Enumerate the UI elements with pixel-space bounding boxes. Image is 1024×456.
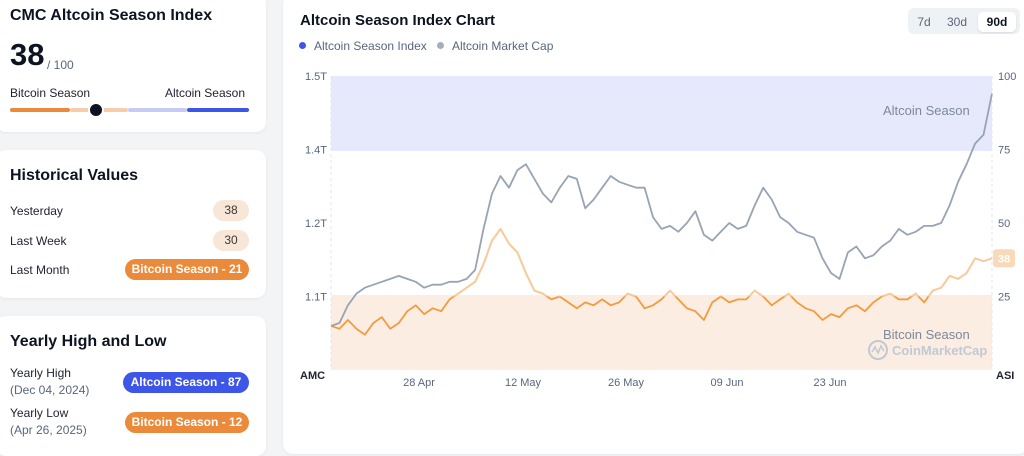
current-value-badge: 38 <box>998 253 1010 265</box>
bitcoin-season-zone-label: Bitcoin Season <box>883 327 970 342</box>
right-axis-name: ASI <box>996 370 1014 382</box>
right-axis-tick: 100 <box>998 71 1016 83</box>
gauge-segment-alt-light <box>128 108 187 112</box>
hist-label-yesterday: Yesterday <box>10 204 63 218</box>
legend-dot-index <box>299 42 306 49</box>
historical-title: Historical Values <box>10 167 139 184</box>
yearly-high-value: Altcoin Season - 87 <box>123 372 249 393</box>
yearly-low-date: (Apr 26, 2025) <box>10 423 87 437</box>
tab-90d[interactable]: 90d <box>978 12 1016 32</box>
gauge-segment-alt <box>187 108 249 112</box>
hist-value-last-month: Bitcoin Season - 21 <box>125 259 249 280</box>
x-axis-tick: 26 May <box>608 377 645 389</box>
right-axis-tick: 25 <box>998 292 1010 304</box>
chart-title: Altcoin Season Index Chart <box>300 12 496 29</box>
index-value: 38 <box>10 37 45 72</box>
hist-label-last-week: Last Week <box>10 234 67 248</box>
chart-plot: Altcoin Season Bitcoin Season CoinMarket… <box>300 71 1016 389</box>
index-card-title: CMC Altcoin Season Index <box>10 7 213 24</box>
coinmarketcap-logo-icon <box>868 340 888 360</box>
gauge-indicator <box>88 102 104 118</box>
altcoin-season-zone <box>331 76 992 151</box>
series-altcoin-season-index <box>330 227 993 336</box>
yearly-high-date: (Dec 04, 2024) <box>10 383 90 397</box>
yearly-low-value: Bitcoin Season - 12 <box>125 412 249 433</box>
legend-index-label: Altcoin Season Index <box>314 39 427 53</box>
series-line <box>330 93 993 327</box>
left-axis-name: AMC <box>300 370 325 382</box>
series-altcoin-market-cap <box>330 93 993 327</box>
gauge-segment-btc <box>10 108 70 112</box>
hist-value-yesterday: 38 <box>213 200 249 221</box>
x-axis-tick: 23 Jun <box>813 377 846 389</box>
right-axis-tick: 75 <box>998 145 1010 157</box>
index-denominator: / 100 <box>47 58 74 72</box>
historical-card: Historical Values Yesterday 38 Last Week… <box>0 150 266 298</box>
chart-card: Altcoin Season Index Chart 7d 30d 90d Al… <box>283 0 1024 454</box>
legend-dot-mcap <box>437 42 444 49</box>
left-axis-tick: 1.4T <box>305 145 327 157</box>
left-axis-tick: 1.1T <box>305 292 327 304</box>
yearly-high-label: Yearly High <box>10 366 71 380</box>
x-axis-tick: 09 Jun <box>710 377 743 389</box>
right-axis-tick: 50 <box>998 218 1010 230</box>
x-axis-tick: 12 May <box>505 377 542 389</box>
hist-value-last-week: 30 <box>213 230 249 251</box>
legend-index[interactable]: Altcoin Season Index <box>299 39 427 53</box>
tab-30d[interactable]: 30d <box>946 15 968 29</box>
yearly-low-label: Yearly Low <box>10 406 69 420</box>
altcoin-season-label: Altcoin Season <box>164 86 245 100</box>
altcoin-season-zone-label: Altcoin Season <box>883 103 970 118</box>
tab-7d[interactable]: 7d <box>917 15 931 29</box>
current-value-badge-bg <box>993 249 1015 268</box>
legend-mcap[interactable]: Altcoin Market Cap <box>437 39 553 53</box>
watermark-text: CoinMarketCap <box>892 343 987 358</box>
left-axis-tick: 1.5T <box>305 71 327 83</box>
yearly-card: Yearly High and Low Yearly High (Dec 04,… <box>0 316 266 456</box>
hist-label-last-month: Last Month <box>10 263 70 277</box>
left-axis-tick: 1.2T <box>305 218 327 230</box>
x-axis-tick: 28 Apr <box>403 377 435 389</box>
index-card: CMC Altcoin Season Index 38 / 100 Bitcoi… <box>0 0 266 132</box>
timeframe-tabs: 7d 30d 90d <box>908 8 1020 34</box>
legend-mcap-label: Altcoin Market Cap <box>452 39 554 53</box>
bitcoin-season-label: Bitcoin Season <box>10 86 91 100</box>
yearly-title: Yearly High and Low <box>10 333 167 350</box>
